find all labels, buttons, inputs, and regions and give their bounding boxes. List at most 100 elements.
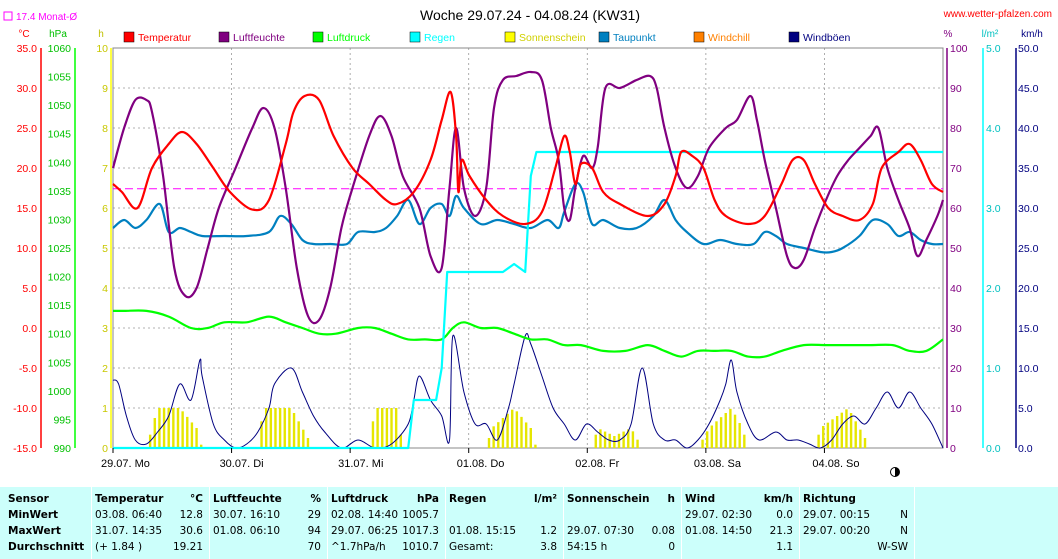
group-unit: hPa bbox=[417, 493, 439, 505]
group-row-label: (+ 1.84 ) bbox=[95, 541, 143, 553]
axis-pressure: 1060 1055 1050 1045 1040 1035 1030 1025 1020 1015… bbox=[48, 43, 72, 455]
group-row-value: 30.6 bbox=[179, 525, 203, 537]
axis-tick-label: 1005 bbox=[48, 357, 72, 369]
group-row-value: 3.8 bbox=[540, 541, 557, 553]
sunshine-bar bbox=[186, 416, 189, 448]
column-separator bbox=[327, 487, 328, 559]
axis-tick-label: 30.0 bbox=[1018, 203, 1039, 215]
axis-tick-label: 3.0 bbox=[986, 203, 1001, 215]
sunshine-bar bbox=[701, 439, 704, 448]
axis-tick-label: 10.0 bbox=[1018, 363, 1039, 375]
group-row-label: 01.08. 15:15 bbox=[449, 525, 516, 537]
row-label: MinWert bbox=[8, 509, 59, 521]
group-row-value: N bbox=[900, 525, 908, 537]
x-tick-label: 29.07. Mo bbox=[101, 458, 150, 470]
axis-tick-label: 5.0 bbox=[1018, 403, 1033, 415]
axis-tick-label: 5.0 bbox=[986, 43, 1001, 55]
axis-tick-label: 8 bbox=[102, 123, 108, 135]
avg-marker-label: 17.4 Monat-Ø bbox=[16, 12, 77, 23]
group-title: Luftfeuchte bbox=[213, 493, 282, 505]
axis-tick-label: 45.0 bbox=[1018, 83, 1039, 95]
unit-celsius: °C bbox=[18, 29, 29, 40]
sunshine-bar bbox=[705, 431, 709, 448]
axis-tick-label: 1025 bbox=[48, 243, 72, 255]
sunshine-bar bbox=[603, 431, 607, 448]
column-separator bbox=[91, 487, 92, 559]
legend-label: Taupunkt bbox=[613, 32, 656, 44]
legend-swatch bbox=[123, 31, 135, 43]
sunshine-bar bbox=[854, 421, 857, 448]
sunshine-bar bbox=[608, 433, 611, 448]
axis-tick-label: 1055 bbox=[48, 72, 72, 84]
axis-tick-label: 1020 bbox=[48, 272, 72, 284]
sunshine-bar bbox=[729, 408, 732, 448]
axis-tick-label: 6 bbox=[102, 203, 108, 215]
sunshine-bar bbox=[269, 408, 273, 448]
group-title: Sonnenschein bbox=[567, 493, 650, 505]
group-title: Regen bbox=[449, 493, 487, 505]
axis-tick-label: 0 bbox=[102, 443, 108, 455]
row-label: MaxWert bbox=[8, 525, 61, 537]
sunshine-bar bbox=[306, 438, 310, 448]
axis-tick-label: 10 bbox=[96, 43, 108, 55]
legend-label: Windchill bbox=[708, 32, 750, 44]
sunshine-bar bbox=[158, 408, 161, 448]
group-unit: % bbox=[310, 493, 321, 505]
group-row-value: 12.8 bbox=[179, 509, 203, 521]
axis-tick-label: 20.0 bbox=[17, 163, 38, 175]
sunshine-bar bbox=[381, 408, 384, 448]
sunshine-bar bbox=[497, 422, 500, 448]
axis-tick-label: 3 bbox=[102, 323, 108, 335]
column-separator bbox=[799, 487, 800, 559]
legend-swatch bbox=[693, 31, 705, 43]
sunshine-bar bbox=[264, 408, 268, 448]
group-row-value: 1005.7 bbox=[402, 509, 439, 521]
axis-wind: 50.0 45.0 40.0 35.0 30.0 25.0 20.0 15.0 10.0 5.0 0… bbox=[1018, 43, 1039, 455]
axis-tick-label: 4.0 bbox=[986, 123, 1001, 135]
sunshine-bar bbox=[260, 421, 263, 448]
group-row-label: 29.07. 00:20 bbox=[803, 525, 870, 537]
group-row-value: 0 bbox=[668, 541, 675, 553]
axis-tick-label: 0.0 bbox=[986, 443, 1001, 455]
group-title: Luftdruck bbox=[331, 493, 389, 505]
legend-swatch bbox=[504, 31, 516, 43]
sunshine-bar bbox=[845, 409, 848, 448]
site-link[interactable]: www.wetter-pfalzen.com bbox=[943, 9, 1052, 20]
column-separator bbox=[681, 487, 682, 559]
group-row-value: 1.2 bbox=[540, 525, 557, 537]
axis-tick-label: 1015 bbox=[48, 300, 72, 312]
row-label: Sensor bbox=[8, 493, 49, 505]
axis-tick-label: 90 bbox=[950, 83, 962, 95]
sunshine-bar bbox=[622, 431, 625, 448]
sunshine-bar bbox=[302, 429, 305, 448]
group-row-label: 29.07. 02:30 bbox=[685, 509, 752, 521]
sunshine-bar bbox=[524, 422, 528, 448]
axis-tick-label: -10.0 bbox=[13, 403, 37, 415]
axis-tick-label: 9 bbox=[102, 83, 108, 95]
axis-tick-label: 15.0 bbox=[1018, 323, 1039, 335]
axis-tick-label: 1010 bbox=[48, 329, 72, 341]
x-tick-label: 02.08. Fr bbox=[575, 458, 619, 470]
legend-label: Sonnenschein bbox=[519, 32, 586, 44]
sunshine-bar bbox=[506, 413, 509, 448]
legend-swatch bbox=[312, 31, 324, 43]
group-row-label: 29.07. 06:25 bbox=[331, 525, 398, 537]
unit-hours: h bbox=[98, 29, 104, 40]
axis-rain: 5.0 4.0 3.0 2.0 1.0 0.0 bbox=[986, 43, 1001, 455]
sunshine-bar bbox=[394, 408, 398, 448]
sunshine-bar bbox=[292, 413, 296, 448]
sunshine-bar bbox=[859, 429, 862, 448]
sunshine-bar bbox=[190, 422, 194, 448]
group-row-label: Gesamt: bbox=[449, 541, 494, 553]
legend-swatch bbox=[788, 31, 800, 43]
group-row-value: 21.3 bbox=[769, 525, 793, 537]
sunshine-bar bbox=[831, 419, 834, 448]
group-row-label: 03.08. 06:40 bbox=[95, 509, 162, 521]
group-row-label: 01.08. 14:50 bbox=[685, 525, 752, 537]
axis-tick-label: 1050 bbox=[48, 100, 72, 112]
moon-phase-icon bbox=[890, 467, 900, 477]
sunshine-bar bbox=[715, 421, 718, 448]
sunshine-bar bbox=[817, 434, 820, 448]
axis-tick-label: 35.0 bbox=[17, 43, 38, 55]
